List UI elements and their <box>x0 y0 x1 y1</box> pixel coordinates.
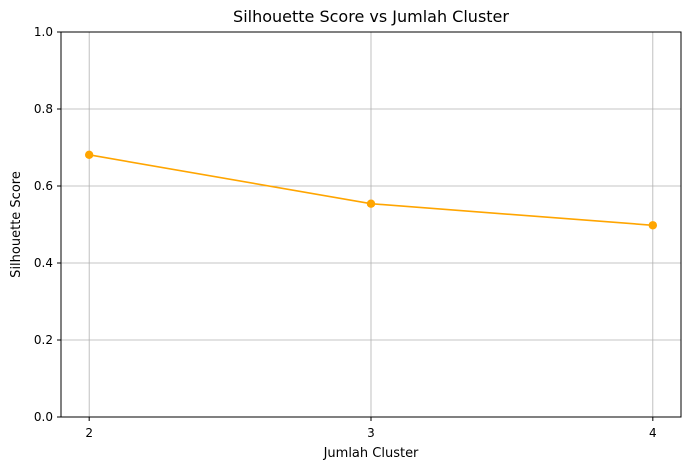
x-tick-label: 4 <box>649 426 657 440</box>
chart-title: Silhouette Score vs Jumlah Cluster <box>233 7 509 26</box>
y-tick-label: 0.4 <box>34 256 53 270</box>
series-layer <box>84 150 658 230</box>
y-tick-label: 1.0 <box>34 25 53 39</box>
data-point <box>366 199 376 208</box>
y-tick-label: 0.6 <box>34 179 53 193</box>
x-tick-label: 3 <box>367 426 375 440</box>
x-axis-label: Jumlah Cluster <box>323 446 419 461</box>
y-tick-label: 0.2 <box>34 333 53 347</box>
ticks: 2 3 4 0.0 0.2 0.4 0.6 0.8 1.0 <box>34 25 657 440</box>
y-axis-label: Silhouette Score <box>9 171 24 278</box>
data-point <box>84 150 94 160</box>
x-tick-label: 2 <box>85 426 93 440</box>
data-point <box>648 221 658 230</box>
y-tick-label: 0.8 <box>34 102 53 116</box>
y-tick-label: 0.0 <box>34 410 53 424</box>
